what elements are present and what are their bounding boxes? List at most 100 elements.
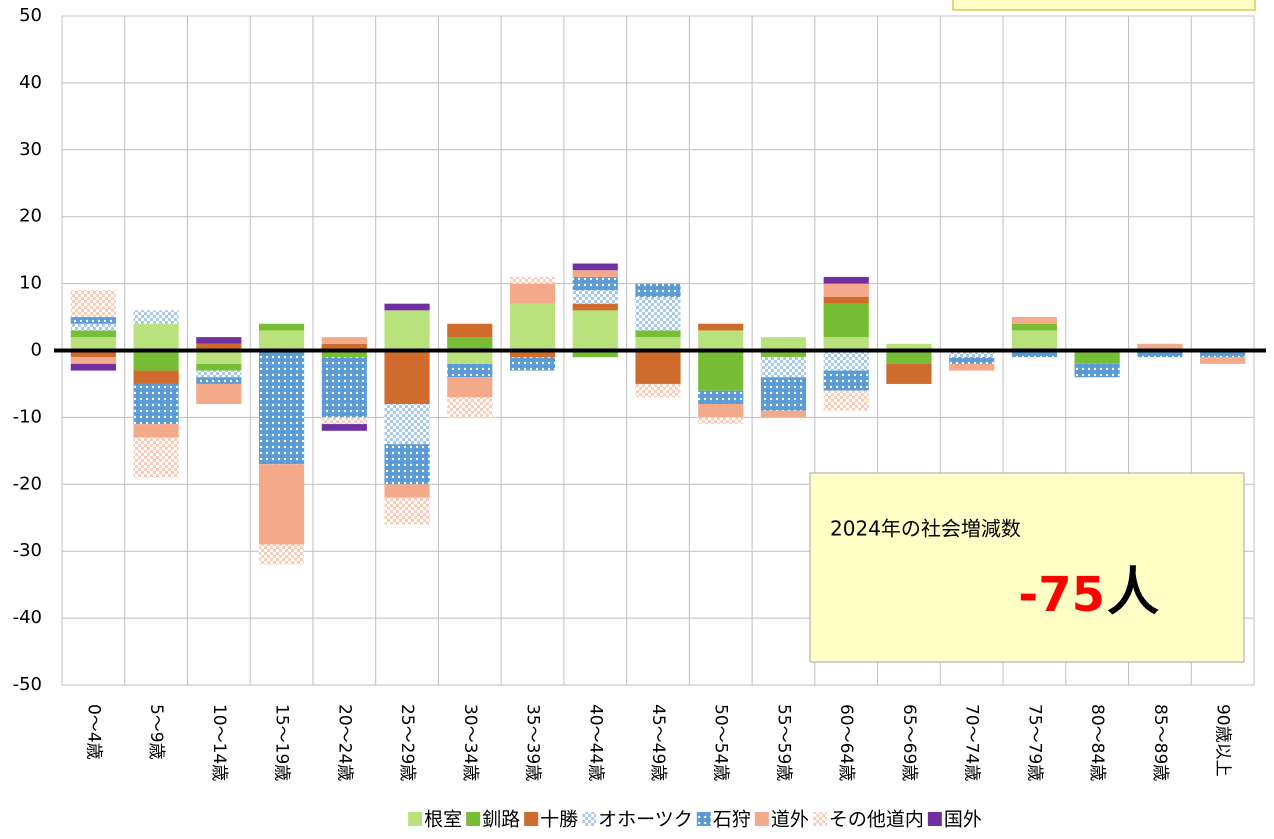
note-unit: 人: [1107, 563, 1159, 623]
bar-segment: [447, 397, 493, 418]
legend-label: 十勝: [540, 809, 578, 831]
bar-segment: [70, 350, 116, 358]
bar-segment: [321, 337, 367, 344]
legend-item: 石狩: [696, 809, 751, 831]
bar-segment: [70, 323, 116, 331]
bar-segment: [447, 363, 493, 378]
bar-segment: [384, 350, 430, 405]
bar-segment: [572, 276, 618, 291]
bar-segment: [886, 343, 932, 351]
bar-segment: [133, 350, 179, 371]
note-value: -75: [1018, 567, 1105, 623]
x-tick-label: 20～24歳: [334, 704, 354, 781]
bar-segment: [258, 323, 305, 331]
bar-segment: [1011, 317, 1058, 324]
x-tick-label: 60～64歳: [836, 704, 856, 781]
x-tick-label: 90歳以上: [1213, 704, 1233, 777]
y-tick-label: 10: [19, 273, 42, 294]
bar-segment: [1011, 323, 1058, 331]
bar-segment: [321, 343, 367, 351]
x-tick-label: 15～19歳: [272, 704, 292, 781]
bar-segment: [509, 276, 556, 284]
bar-segment: [886, 363, 932, 384]
bar-segment: [698, 417, 744, 425]
legend-label: オホーツク: [598, 809, 693, 831]
bar-segment: [635, 337, 681, 351]
bar-segment: [760, 377, 807, 411]
bar-segment: [1137, 343, 1183, 351]
bar-segment: [949, 363, 995, 371]
bar-segment: [258, 330, 305, 351]
bar-segment: [572, 263, 618, 271]
bar-segment: [635, 296, 681, 331]
bar-segment: [70, 317, 116, 324]
bar-segment: [384, 484, 430, 498]
y-tick-label: -40: [13, 607, 42, 628]
bar-segment: [635, 383, 681, 398]
bar-segment: [384, 444, 430, 485]
x-tick-label: 0～4歳: [83, 704, 103, 760]
bar-segment: [321, 424, 367, 431]
legend-item: 根室: [408, 809, 462, 831]
bar-segment: [196, 377, 242, 384]
bar-segment: [384, 497, 430, 525]
y-tick-label: -30: [13, 540, 42, 561]
legend-label: 釧路: [482, 809, 520, 831]
bar-segment: [823, 283, 869, 297]
bar-segment: [698, 404, 744, 418]
x-tick-label: 80～84歳: [1087, 704, 1107, 781]
bar-segment: [823, 350, 869, 371]
y-tick-label: 0: [31, 340, 42, 361]
y-tick-label: 50: [19, 5, 42, 26]
bar-segment: [698, 350, 744, 391]
y-tick-label: 20: [19, 206, 42, 227]
y-tick-label: -20: [13, 473, 42, 494]
bar-segment: [572, 310, 618, 351]
bar-segment: [196, 370, 242, 378]
bar-segment: [1200, 350, 1246, 358]
x-tick-label: 35～39歳: [523, 704, 543, 781]
bar-segment: [70, 290, 116, 318]
legend-label: 石狩: [713, 809, 751, 831]
bar-segment: [133, 424, 179, 438]
bar-segment: [823, 276, 869, 284]
bar-segment: [949, 350, 995, 358]
note: 2024年の社会増減数 -75 人: [809, 472, 1245, 663]
legend-label: 根室: [424, 809, 462, 831]
legend-swatch: [582, 812, 597, 826]
bar-segment: [572, 270, 618, 277]
bar-segment: [823, 303, 869, 338]
bar-segment: [1011, 350, 1058, 358]
bar-segment: [196, 337, 242, 344]
x-tick-label: 5～9歳: [146, 704, 166, 760]
bar-segment: [509, 283, 556, 304]
legend-swatch: [812, 812, 827, 826]
bar-segment: [447, 377, 493, 398]
legend-label: その他道内: [829, 809, 924, 831]
x-tick-label: 65～69歳: [899, 704, 919, 781]
legend-item: 国外: [927, 809, 982, 831]
bar-segment: [823, 337, 869, 351]
bar-segment: [321, 350, 367, 358]
x-tick-label: 85～89歳: [1150, 704, 1170, 781]
bar-segment: [258, 544, 305, 565]
x-tick-label: 10～14歳: [209, 704, 229, 781]
legend-swatch: [696, 812, 711, 826]
y-tick-label: 40: [19, 72, 42, 93]
legend-item: 道外: [754, 809, 809, 831]
bar-segment: [572, 290, 618, 304]
bar-segment: [760, 410, 807, 418]
y-tick-label: -50: [13, 674, 42, 695]
bar-segment: [698, 390, 744, 405]
plot: -50 -40 -30 -20 -10 0 10 20 30 40 50 0～4歳 5～9歳 10～14歳…: [13, 5, 1266, 831]
bar-segment: [321, 417, 367, 425]
bar-segment: [635, 330, 681, 338]
x-tick-label: 40～44歳: [585, 704, 605, 781]
x-tick-label: 75～79歳: [1024, 704, 1044, 781]
x-tick-label: 50～54歳: [711, 704, 731, 781]
bar-segment: [384, 404, 430, 445]
bar-segment: [509, 303, 556, 351]
note-box: [809, 472, 1245, 663]
bar-segment: [509, 350, 556, 358]
